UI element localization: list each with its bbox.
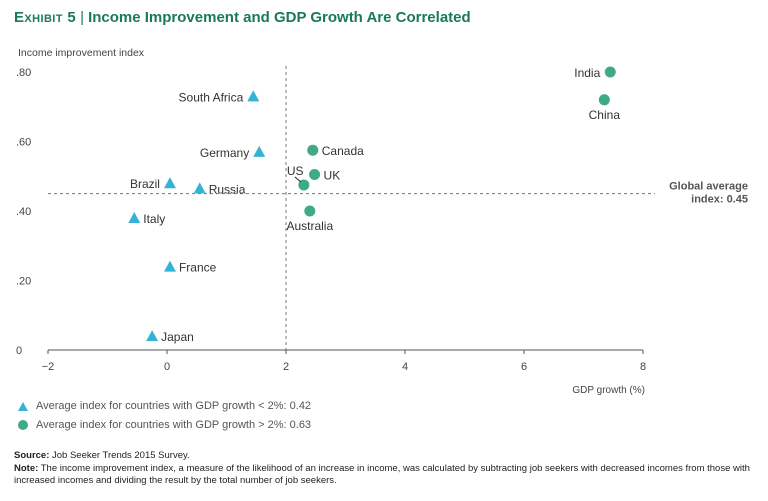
data-point-triangle <box>163 260 176 272</box>
title-text: Income Improvement and GDP Growth Are Co… <box>88 9 471 26</box>
y-tick-label: .20 <box>16 276 31 288</box>
data-label: India <box>574 66 600 80</box>
legend-item-low-growth: Average index for countries with GDP gro… <box>18 400 311 412</box>
y-tick-label: 0 <box>16 345 22 357</box>
data-point-circle <box>304 205 316 217</box>
data-point-triangle <box>163 177 176 189</box>
data-point-triangle <box>253 145 266 157</box>
data-label: France <box>179 261 217 275</box>
y-tick-label: .80 <box>16 67 31 79</box>
legend-item-high-growth: Average index for countries with GDP gro… <box>18 419 311 431</box>
global-average-label: Global average <box>669 181 748 193</box>
x-tick-label: 8 <box>640 361 646 373</box>
data-point-triangle <box>146 330 159 342</box>
legend-text: Average index for countries with GDP gro… <box>36 419 312 431</box>
data-point-circle <box>309 169 321 181</box>
data-label: Russia <box>209 182 246 196</box>
y-axis-label: Income improvement index <box>18 47 145 59</box>
data-label: China <box>589 108 621 122</box>
data-point-circle <box>598 94 610 106</box>
chart-title: Exhibit 5 | Income Improvement and GDP Gro… <box>14 9 471 26</box>
data-point-triangle <box>247 90 260 102</box>
legend-triangle-icon <box>18 401 28 411</box>
data-point-circle <box>307 144 319 156</box>
y-tick-label: .40 <box>16 206 31 218</box>
x-axis-label: GDP growth (%) <box>572 385 645 396</box>
note-label: Note: <box>14 463 39 474</box>
data-point-circle <box>298 179 310 191</box>
data-label: Brazil <box>130 177 160 191</box>
x-tick-label: 2 <box>283 361 289 373</box>
data-label: Australia <box>286 219 333 233</box>
data-point-circle <box>604 66 616 78</box>
footnote: Note: The income improvement index, a me… <box>14 463 759 487</box>
data-label: Germany <box>200 146 249 160</box>
data-point-triangle <box>128 211 141 223</box>
legend-circle-icon <box>18 420 28 431</box>
legend-text: Average index for countries with GDP gro… <box>36 400 312 412</box>
label-leader-line <box>294 176 302 183</box>
source-text: Job Seeker Trends 2015 Survey. <box>52 450 190 461</box>
scatter-chart: Income improvement index GDP growth (%) … <box>16 47 748 396</box>
data-label: Japan <box>161 330 194 344</box>
data-label: UK <box>324 169 341 183</box>
x-tick-label: 4 <box>402 361 408 373</box>
exhibit-label: Exhibit 5 <box>14 9 77 26</box>
title-separator: | <box>80 9 85 26</box>
y-tick-label: .60 <box>16 137 31 149</box>
data-label: Italy <box>143 212 165 226</box>
source-note: Source: Job Seeker Trends 2015 Survey. <box>14 450 190 461</box>
data-label: US <box>287 164 304 178</box>
data-label: Canada <box>322 144 364 158</box>
note-text: The income improvement index, a measure … <box>14 463 750 486</box>
x-tick-label: −2 <box>42 361 55 373</box>
source-label: Source: <box>14 450 50 461</box>
data-point-triangle <box>193 182 206 194</box>
data-label: South Africa <box>179 90 244 104</box>
x-tick-label: 6 <box>521 361 527 373</box>
global-average-label: index: 0.45 <box>691 194 748 206</box>
x-tick-label: 0 <box>164 361 170 373</box>
